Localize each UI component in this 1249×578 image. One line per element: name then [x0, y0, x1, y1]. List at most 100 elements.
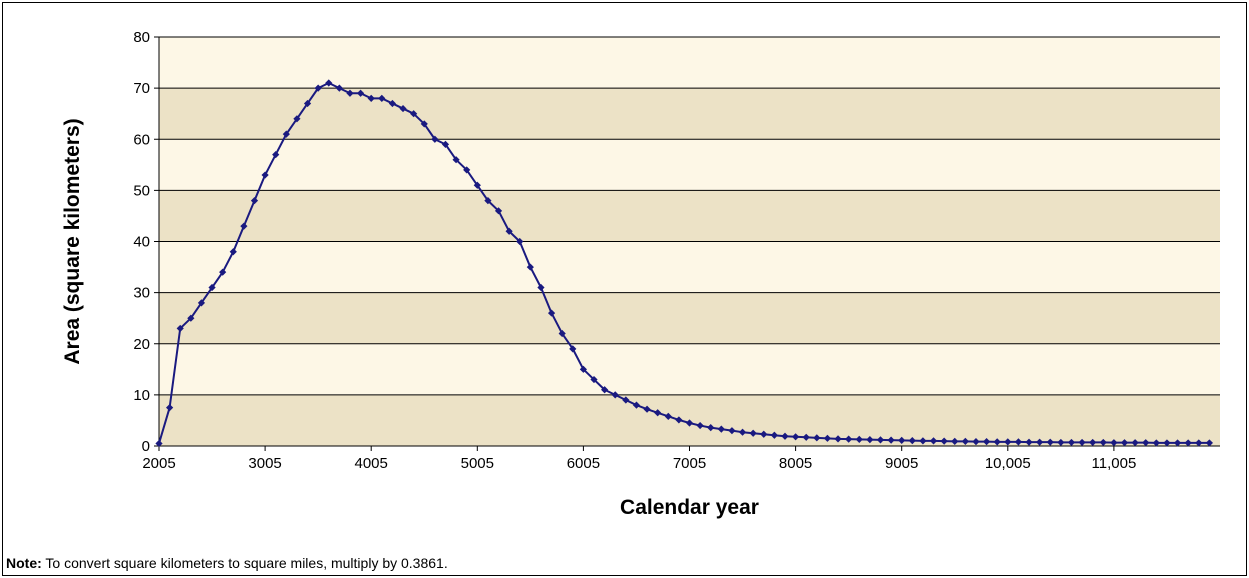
x-tick-label: 3005	[248, 455, 281, 472]
data-point-marker	[845, 435, 853, 443]
data-point-marker	[388, 99, 397, 108]
data-point-marker	[982, 438, 991, 446]
data-point-marker	[760, 430, 768, 438]
data-point-marker	[1067, 438, 1076, 447]
data-point-marker	[770, 431, 778, 439]
data-point-marker	[707, 423, 715, 432]
data-point-marker	[1184, 439, 1192, 447]
data-point-marker	[1057, 438, 1065, 447]
plot-band	[159, 292, 1220, 344]
data-point-marker	[717, 425, 725, 433]
data-point-marker	[961, 437, 969, 445]
axes	[154, 36, 1220, 451]
plot-band	[159, 343, 1220, 395]
data-point-marker	[431, 135, 439, 143]
x-tick-label: 4005	[355, 455, 388, 472]
data-point-marker	[590, 375, 598, 384]
data-point-marker	[441, 140, 450, 148]
data-point-marker	[813, 434, 821, 442]
data-point-marker	[558, 329, 566, 338]
data-point-marker	[1014, 438, 1023, 446]
y-tick-label: 20	[133, 336, 150, 353]
data-point-marker	[547, 309, 556, 317]
data-point-marker	[197, 299, 206, 307]
data-point-marker	[951, 437, 959, 445]
data-point-marker	[240, 222, 248, 230]
data-point-marker	[866, 436, 874, 444]
x-tick-label: 7005	[673, 455, 706, 472]
data-point-marker	[484, 197, 492, 205]
data-point-marker	[1004, 438, 1012, 446]
data-point-marker	[1078, 438, 1086, 447]
data-point-marker	[738, 428, 747, 436]
plot-band	[159, 139, 1220, 191]
y-tick-labels: 0 10 20 30 40 50 60 70 80	[133, 29, 150, 455]
data-point-marker	[601, 386, 609, 394]
data-point-marker	[972, 438, 980, 446]
data-point-marker	[728, 427, 736, 435]
data-point-marker	[569, 345, 577, 353]
data-point-marker	[463, 166, 471, 174]
data-point-marker	[781, 432, 789, 440]
data-point-marker	[314, 84, 322, 92]
data-point-marker	[1046, 438, 1054, 446]
data-point-marker	[908, 437, 916, 445]
data-point-marker	[335, 84, 343, 92]
data-point-marker	[346, 89, 354, 97]
data-point-marker	[325, 79, 333, 87]
data-point-marker	[802, 433, 810, 441]
y-tick-label: 10	[133, 387, 150, 404]
data-point-marker	[1099, 438, 1107, 447]
data-point-marker	[940, 437, 948, 445]
data-point-marker	[1195, 439, 1203, 447]
x-tick-label: 9005	[885, 455, 918, 472]
plot-background-bands	[159, 37, 1220, 446]
x-axis-title: Calendar year	[620, 496, 759, 519]
data-point-marker	[622, 396, 630, 404]
conversion-note: Note: To convert square kilometers to sq…	[6, 555, 448, 571]
data-point-marker	[452, 156, 460, 164]
data-point-marker	[1036, 438, 1044, 446]
note-label: Note:	[6, 555, 42, 571]
data-point-marker	[1025, 438, 1033, 446]
plot-band	[159, 88, 1220, 140]
data-point-marker	[399, 104, 407, 113]
data-point-marker	[919, 437, 927, 445]
data-point-marker	[929, 437, 938, 445]
plot-band	[159, 190, 1220, 242]
y-axis-title: Area (square kilometers)	[61, 118, 84, 364]
data-point-marker	[632, 401, 641, 409]
data-point-marker	[611, 391, 619, 399]
data-point-marker	[187, 314, 195, 322]
line-chart: 0 10 20 30 40 50 60 70 80 2005 3005 4005 5005 6005 70…	[61, 29, 1220, 519]
data-point-marker	[261, 171, 269, 179]
data-point-marker	[537, 283, 545, 292]
data-point-marker	[420, 120, 428, 128]
data-point-marker	[675, 416, 683, 424]
x-tick-label: 11,005	[1092, 455, 1137, 472]
data-point-marker	[1152, 439, 1160, 447]
data-point-marker	[1120, 439, 1129, 447]
y-tick-label: 60	[133, 131, 150, 148]
data-point-marker	[494, 207, 503, 215]
data-point-marker	[792, 433, 800, 441]
x-tick-labels: 2005 3005 4005 5005 6005 7005 8005 9005 10,005 11…	[142, 455, 1136, 472]
data-point-marker	[356, 89, 365, 97]
data-point-marker	[1089, 438, 1097, 447]
y-tick-label: 80	[133, 29, 150, 46]
data-point-marker	[643, 405, 651, 413]
data-point-marker	[1131, 439, 1139, 447]
data-point-marker	[516, 237, 524, 246]
data-point-marker	[1205, 439, 1213, 447]
data-point-marker	[219, 268, 227, 276]
data-point-marker	[526, 263, 534, 271]
data-point-marker	[855, 435, 863, 443]
data-point-marker	[579, 365, 587, 373]
data-point-marker	[303, 99, 312, 108]
data-point-marker	[282, 130, 290, 138]
data-point-marker	[898, 436, 906, 444]
data-point-marker	[155, 439, 163, 448]
data-point-marker	[473, 181, 481, 189]
data-point-marker	[876, 436, 885, 444]
